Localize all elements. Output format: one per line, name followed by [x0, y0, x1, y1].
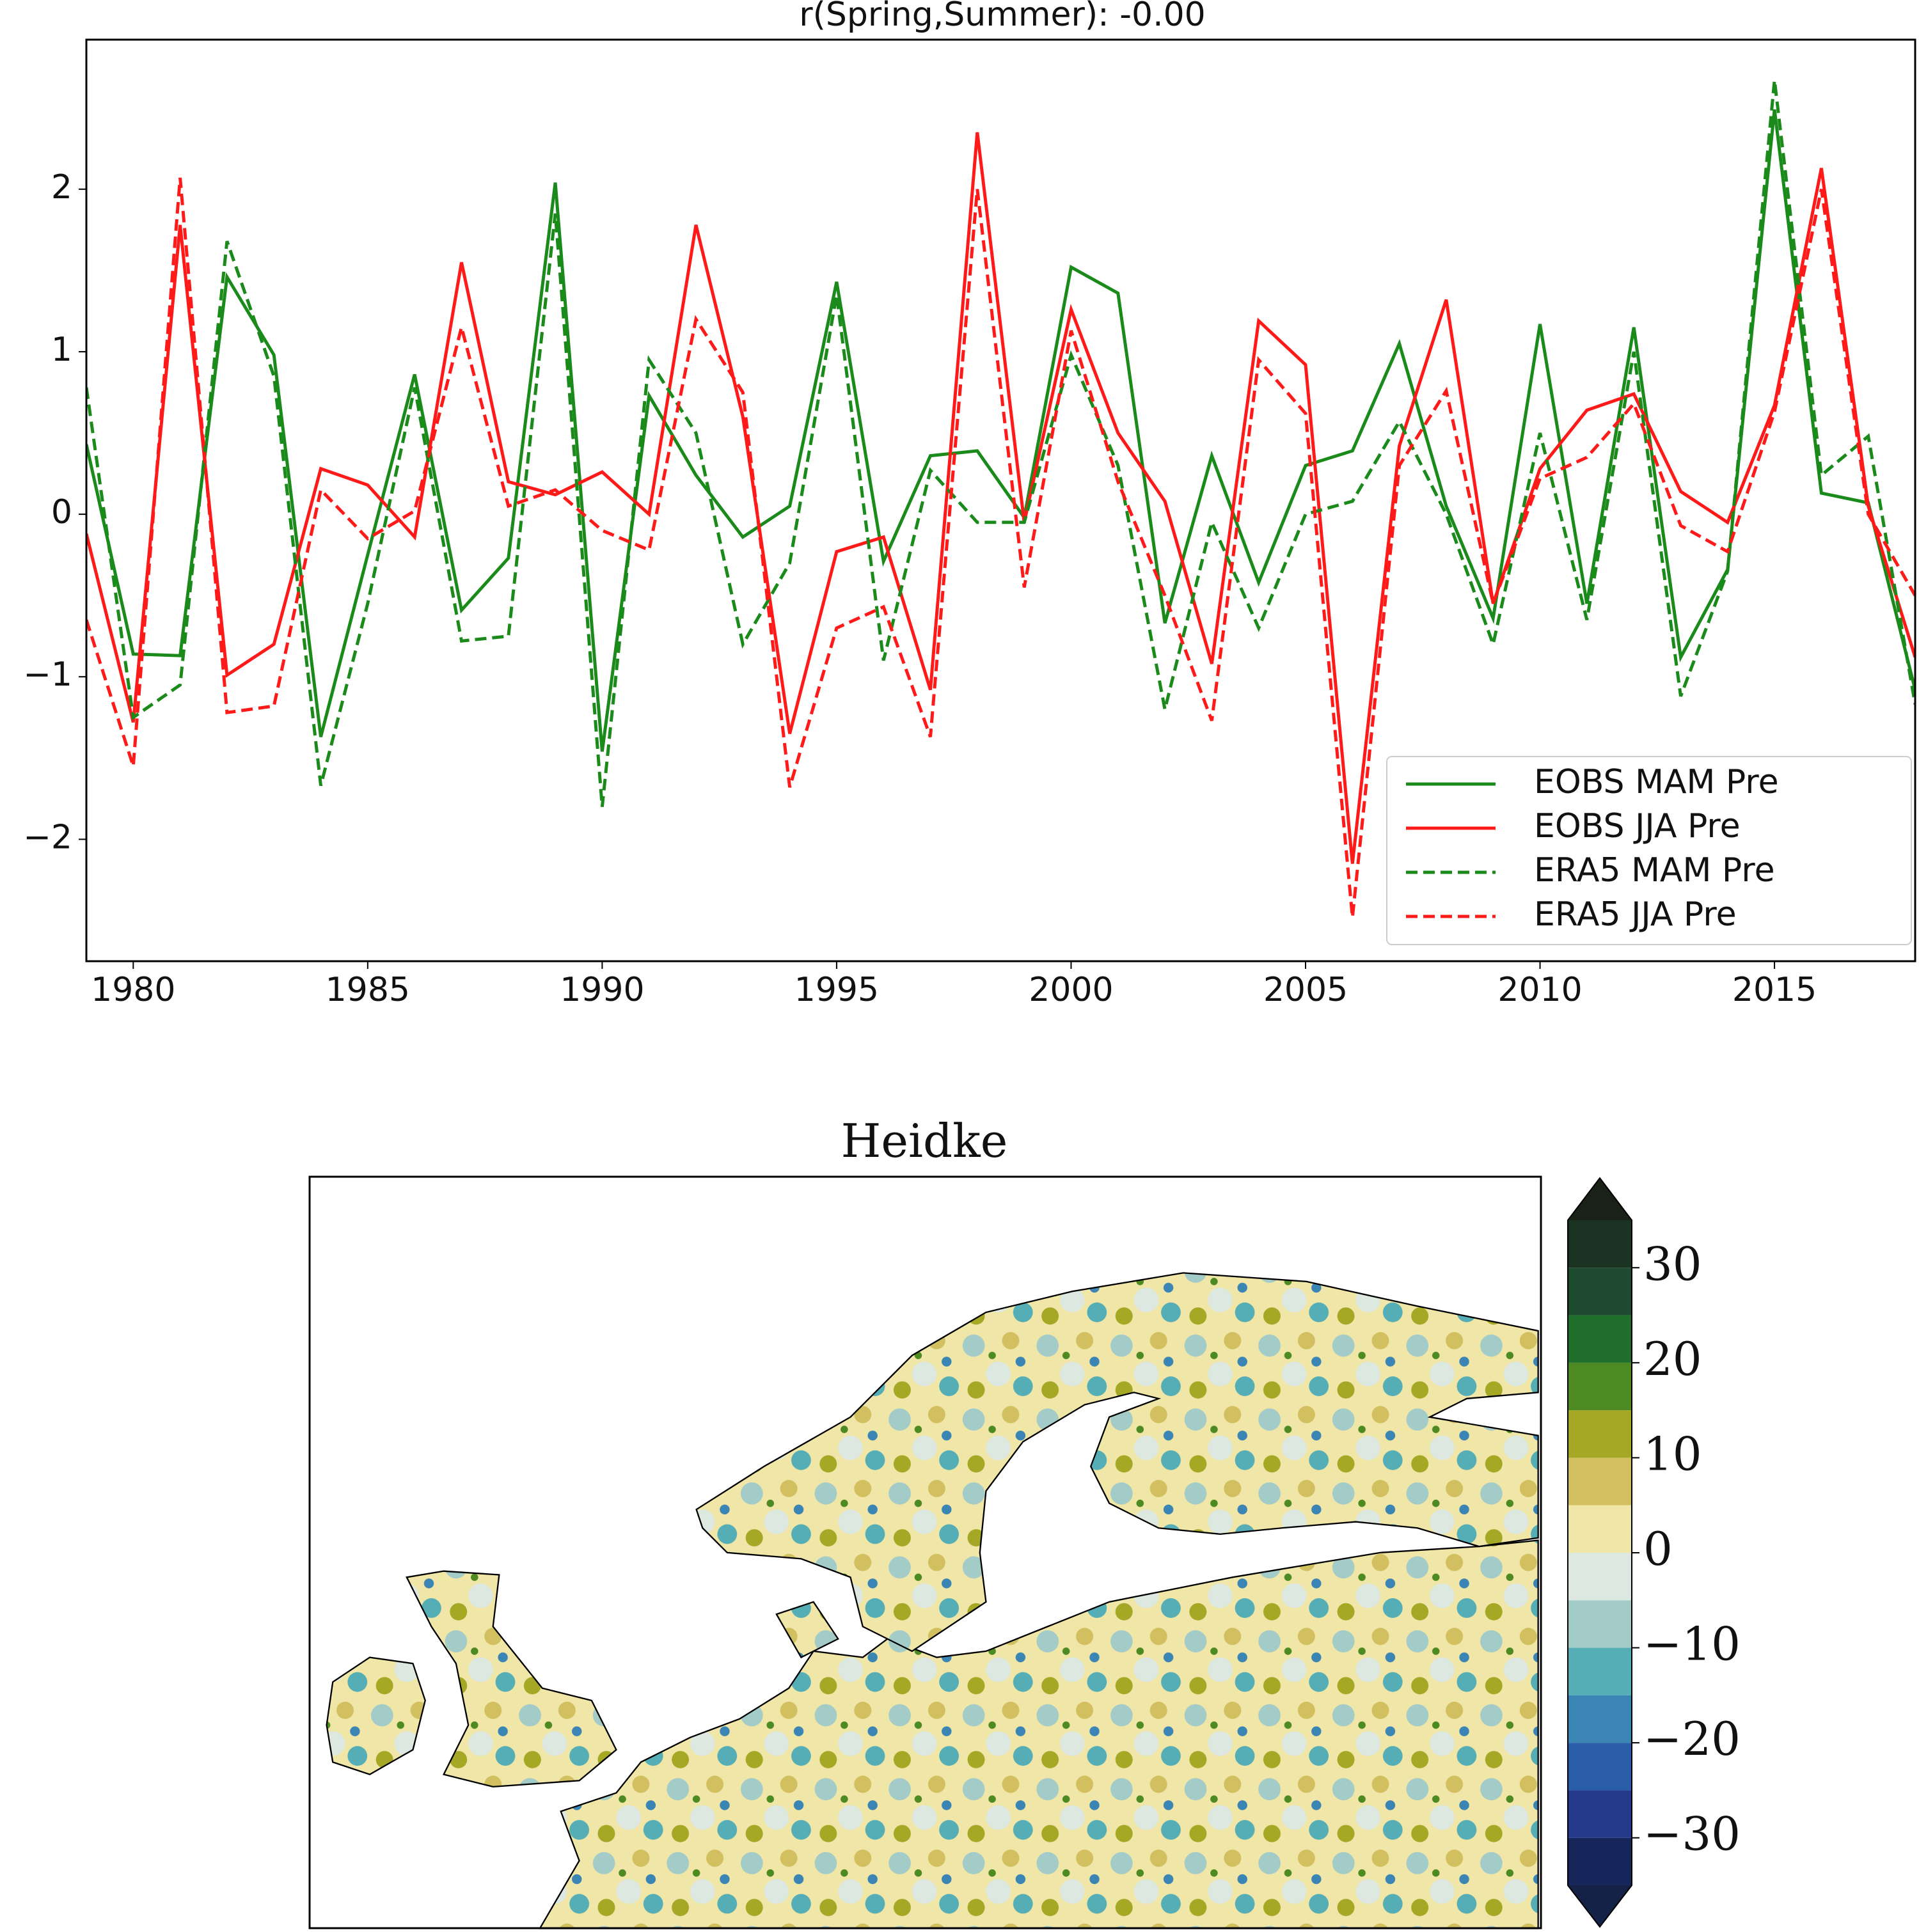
- x-tick-label: 1985: [326, 971, 410, 1009]
- y-tick-label: −2: [23, 818, 72, 856]
- colorbar-bin: [1568, 1268, 1632, 1315]
- map-frame: [308, 1175, 1542, 1929]
- x-tick-label: 2005: [1263, 971, 1348, 1009]
- y-tick-label: 2: [51, 168, 72, 207]
- colorbar-outline: [1567, 1177, 1632, 1928]
- colorbar-tick-label: 0: [1643, 1522, 1673, 1576]
- colorbar-bin: [1568, 1647, 1632, 1695]
- series-line: [86, 132, 1915, 864]
- x-tick-label: 1995: [794, 971, 879, 1009]
- land: [326, 1272, 1539, 1929]
- legend-label: EOBS JJA Pre: [1534, 807, 1741, 845]
- series-line: [86, 80, 1915, 807]
- series-line: [86, 109, 1915, 752]
- land-denmark: [775, 1601, 839, 1659]
- legend-label: ERA5 JJA Pre: [1534, 895, 1737, 934]
- land-scandinavia: [695, 1272, 1539, 1653]
- chart-title: r(Spring,Summer): -0.00: [799, 0, 1206, 34]
- y-tick-label: 1: [51, 331, 72, 369]
- land-ireland: [326, 1656, 426, 1775]
- x-tick-label: 2015: [1732, 971, 1817, 1009]
- colorbar-over: [1568, 1178, 1632, 1220]
- colorbar-tick-label: −10: [1643, 1617, 1741, 1671]
- colorbar-bin: [1568, 1790, 1632, 1838]
- map-chart: Heidke −30 −20 −10 0 10 20 30: [308, 1114, 1741, 1929]
- colorbar-bin: [1568, 1315, 1632, 1363]
- plot-frame: [85, 38, 1916, 962]
- legend-box: [1386, 756, 1912, 945]
- colorbar-bin: [1568, 1743, 1632, 1791]
- colorbar-bin: [1568, 1553, 1632, 1601]
- y-tick-label: 0: [51, 493, 72, 531]
- colorbar-tick-label: −30: [1643, 1807, 1741, 1861]
- colorbar-tick-label: −20: [1643, 1712, 1741, 1766]
- colorbar-under: [1568, 1885, 1632, 1927]
- colorbar-bin: [1568, 1457, 1632, 1505]
- colorbar-bin: [1568, 1600, 1632, 1648]
- colorbar-tick-label: 30: [1643, 1237, 1702, 1291]
- legend-label: EOBS MAM Pre: [1534, 763, 1779, 801]
- line-chart: r(Spring,Summer): -0.00 1980 1985 1990 1995…: [23, 0, 1916, 1009]
- x-tick-label: 2000: [1029, 971, 1113, 1009]
- series-line: [86, 177, 1915, 918]
- colorbar-bin: [1568, 1505, 1632, 1553]
- x-tick-label: 2010: [1497, 971, 1582, 1009]
- colorbar-bin: [1568, 1837, 1632, 1885]
- land-britain: [406, 1570, 617, 1788]
- colorbar-tick-label: 10: [1643, 1427, 1702, 1480]
- legend-label: ERA5 MAM Pre: [1534, 851, 1775, 890]
- colorbar-tick-label: 20: [1643, 1332, 1702, 1386]
- map-title: Heidke: [841, 1114, 1008, 1168]
- x-tick-label: 1980: [91, 971, 175, 1009]
- x-tick-label: 1990: [560, 971, 644, 1009]
- land-mainland: [538, 1539, 1539, 1929]
- colorbar-bin: [1568, 1695, 1632, 1743]
- colorbar-bin: [1568, 1220, 1632, 1268]
- colorbar-bin: [1568, 1410, 1632, 1458]
- colorbar-bin: [1568, 1362, 1632, 1411]
- y-tick-label: −1: [23, 656, 72, 694]
